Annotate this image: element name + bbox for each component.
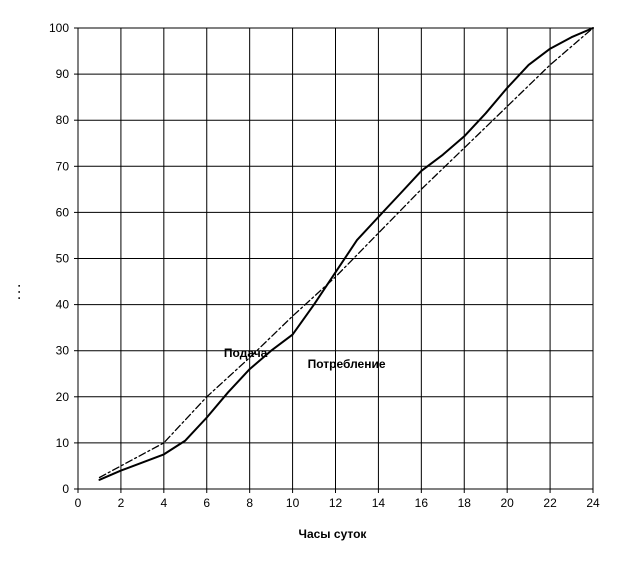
y-tick-label: 60 <box>56 205 70 219</box>
x-tick-label: 24 <box>586 496 600 510</box>
y-tick-label: 70 <box>56 159 70 173</box>
annotation-layer: Подача Потребление <box>224 346 386 371</box>
x-tick-label: 18 <box>458 496 472 510</box>
series-annotation: Потребление <box>308 357 386 371</box>
x-axis-label: Часы суток <box>299 527 368 541</box>
y-axis-ticks: 0 10 20 30 40 50 60 70 80 90 100 <box>49 21 78 496</box>
series-layer <box>98 27 594 481</box>
x-tick-label: 6 <box>203 496 210 510</box>
y-tick-label: 90 <box>56 67 70 81</box>
series-annotation: Подача <box>224 346 268 360</box>
y-tick-label: 100 <box>49 21 69 35</box>
x-axis-ticks: 0 2 4 6 8 10 12 14 16 18 20 22 24 <box>75 489 600 510</box>
y-tick-label: 10 <box>56 436 70 450</box>
x-tick-label: 16 <box>415 496 429 510</box>
x-tick-label: 14 <box>372 496 386 510</box>
y-tick-label: 40 <box>56 298 70 312</box>
x-tick-label: 12 <box>329 496 343 510</box>
y-tick-label: 0 <box>62 482 69 496</box>
y-tick-label: 30 <box>56 344 70 358</box>
y-axis-label-fragment: . . . <box>11 284 23 299</box>
x-tick-label: 8 <box>246 496 253 510</box>
series-line-podacha <box>98 27 594 479</box>
x-tick-label: 4 <box>160 496 167 510</box>
x-tick-label: 20 <box>500 496 514 510</box>
x-tick-label: 10 <box>286 496 300 510</box>
y-tick-label: 50 <box>56 252 70 266</box>
y-tick-label: 80 <box>56 113 70 127</box>
series-line-potreblenie <box>98 27 594 481</box>
y-tick-label: 20 <box>56 390 70 404</box>
x-tick-label: 0 <box>75 496 82 510</box>
x-tick-label: 2 <box>118 496 125 510</box>
x-tick-label: 22 <box>543 496 557 510</box>
